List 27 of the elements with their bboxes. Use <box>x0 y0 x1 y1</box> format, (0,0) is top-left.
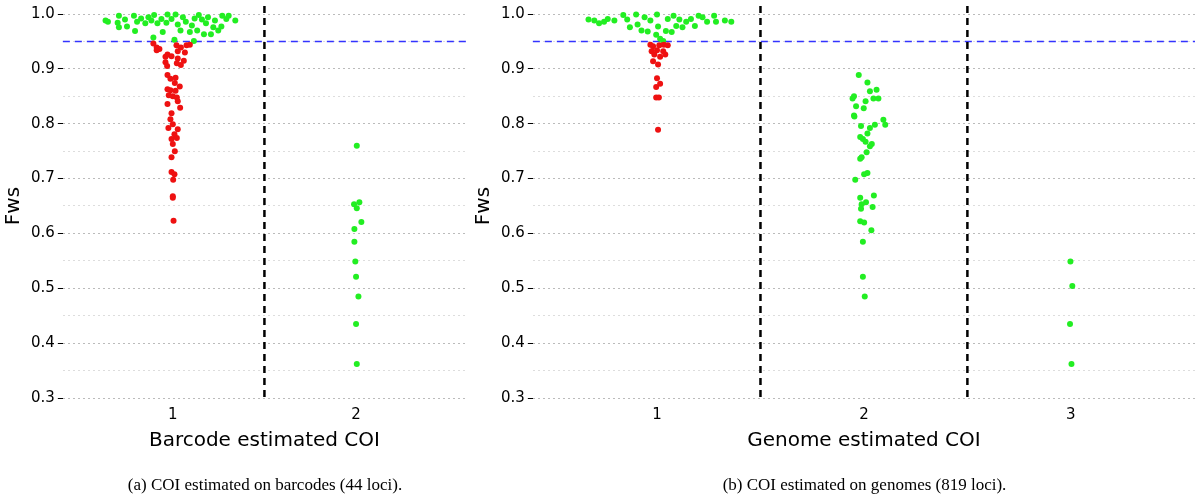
y-tick-label: 0.6 <box>31 223 55 242</box>
text: (a) COI estimated on barcodes (44 loci). <box>126 475 404 495</box>
y-tick-label: 0.5 <box>31 278 55 297</box>
x-axis-title: Barcode estimated COI <box>148 427 380 452</box>
x-tick-label: 2 <box>859 404 869 423</box>
x-axis-title: Genome estimated COI <box>747 427 981 452</box>
y-tick-label: 0.9 <box>501 58 525 77</box>
y-tick-label: 0.3 <box>31 387 55 406</box>
x-tick-label: 3 <box>1066 404 1076 423</box>
y-axis-title: Fws <box>0 186 25 226</box>
y-tick-label: 0.3 <box>501 387 525 406</box>
x-tick-label: 1 <box>168 404 178 423</box>
y-tick-label: 0.4 <box>501 333 525 352</box>
x-tick-label: 1 <box>652 404 662 423</box>
x-tick-label: 2 <box>351 404 361 423</box>
y-tick-label: 0.5 <box>501 278 525 297</box>
y-tick-label: 0.9 <box>31 58 55 77</box>
y-tick-label: 0.7 <box>501 168 525 187</box>
y-tick-label: 0.4 <box>31 333 55 352</box>
y-tick-label: 0.8 <box>31 113 55 132</box>
y-tick-label: 1.0 <box>31 3 55 22</box>
y-tick-label: 0.7 <box>31 168 55 187</box>
y-tick-label: 0.6 <box>501 223 525 242</box>
y-tick-label: 1.0 <box>501 3 525 22</box>
y-axis-title: Fws <box>470 186 495 226</box>
text: (b) COI estimated on genomes (819 loci). <box>721 475 1008 495</box>
y-tick-label: 0.8 <box>501 113 525 132</box>
